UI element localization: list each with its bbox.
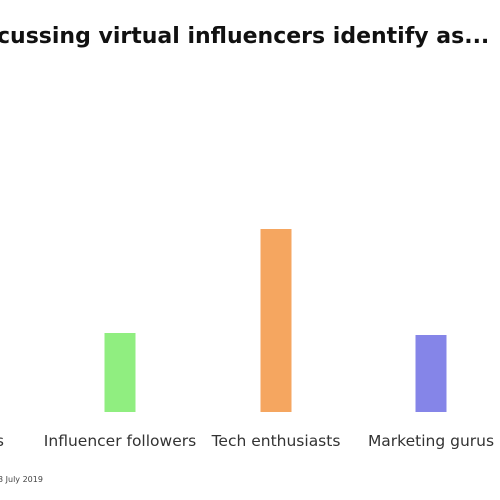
bars-group — [104, 229, 447, 412]
source-footnote: 3 July 2019 — [0, 475, 43, 484]
chart-title: cussing virtual influencers identify as.… — [0, 24, 489, 49]
category-label-marketing-gurus: Marketing gurus — [368, 432, 494, 450]
bar-tech-enthusiasts — [260, 229, 292, 412]
category-label-influencer-followers: Influencer followers — [44, 432, 196, 450]
bar-influencer-followers — [104, 333, 136, 412]
category-label-ns: ns — [0, 432, 4, 450]
category-labels: ns Influencer followers Tech enthusiasts Ma… — [0, 432, 494, 450]
bar-marketing-gurus — [415, 335, 447, 412]
category-label-tech-enthusiasts: Tech enthusiasts — [211, 432, 341, 450]
